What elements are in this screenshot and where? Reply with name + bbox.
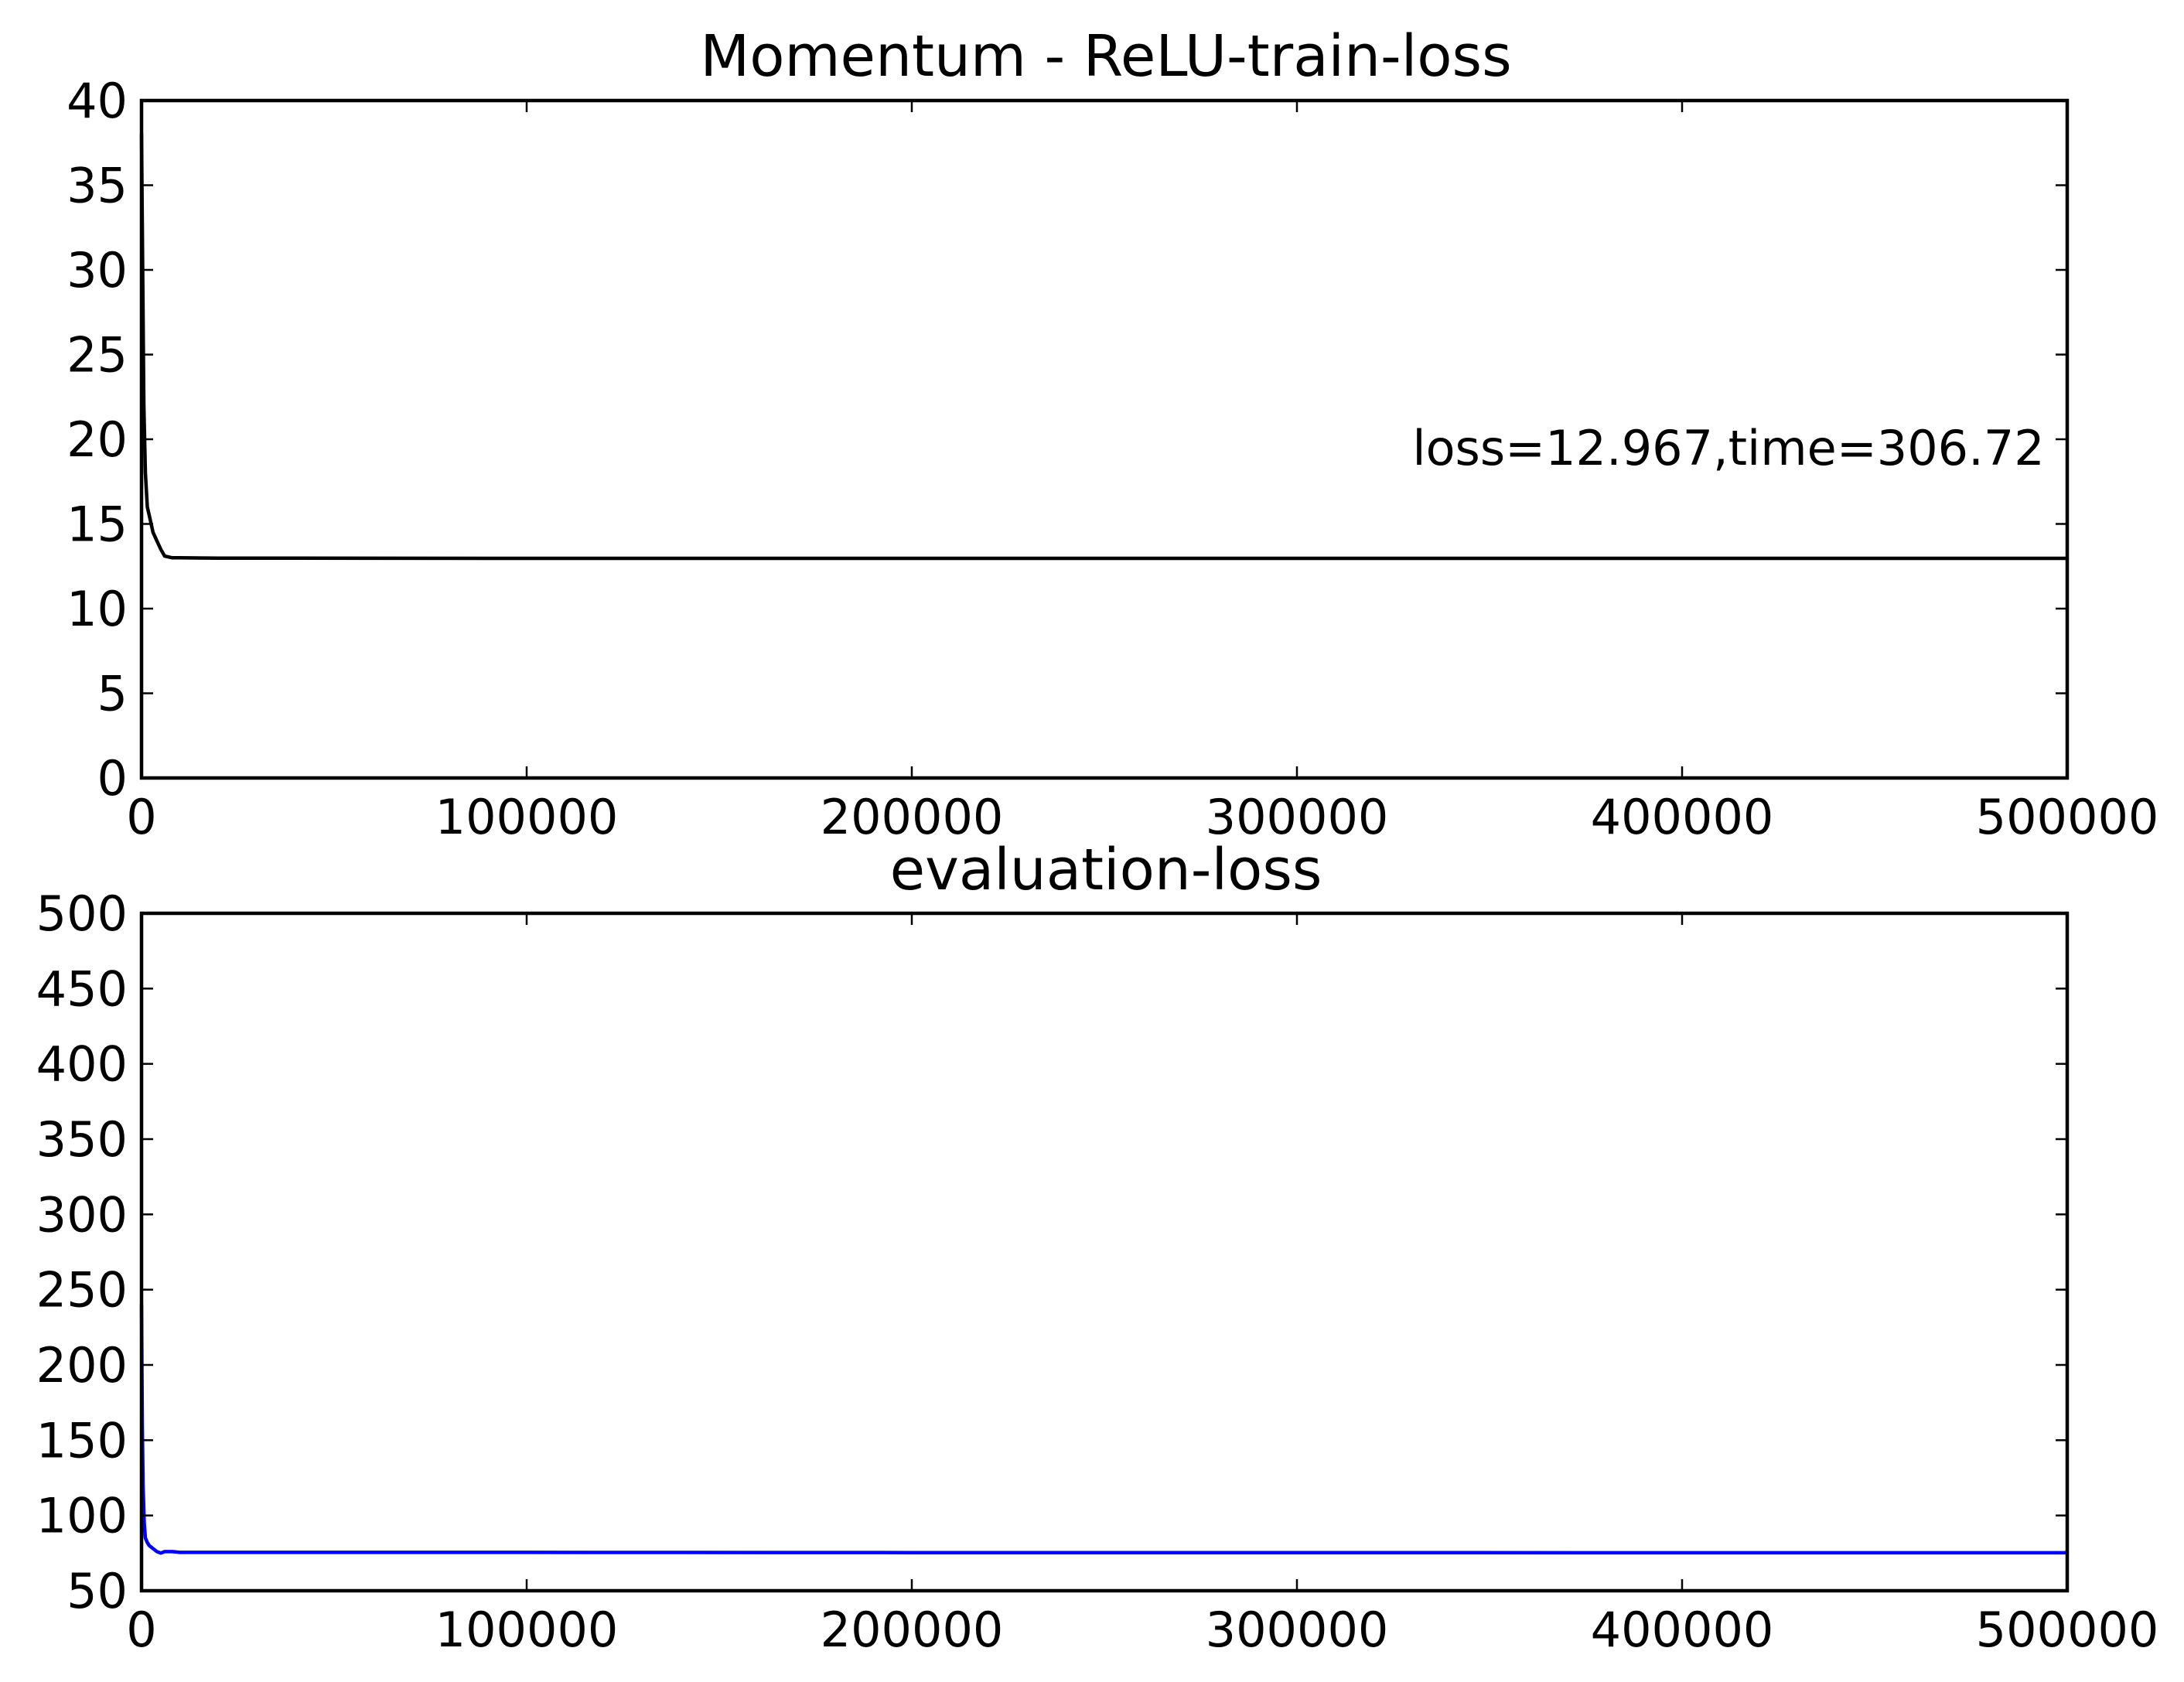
train-loss-annotation: loss=12.967,time=306.72: [1412, 420, 2044, 476]
evaluation-loss-x-tick-label: 100000: [435, 1602, 619, 1658]
evaluation-loss-y-tick-label: 150: [36, 1412, 128, 1469]
evaluation-loss-series-layer: [139, 1302, 2070, 1555]
evaluation-loss-y-tick-label: 400: [36, 1036, 128, 1093]
evaluation-loss-y-tick-label: 350: [36, 1111, 128, 1168]
train-loss-y-tick-label: 35: [67, 158, 128, 214]
train-loss-y-tick-label: 25: [67, 327, 128, 384]
evaluation-loss-x-tick-label: 500000: [1976, 1602, 2159, 1658]
evaluation-loss-y-tick-label: 250: [36, 1262, 128, 1319]
evaluation-loss-x-tick-label: 300000: [1206, 1602, 1389, 1658]
train-loss-ticks-layer: 0 100000 200000 300000 400000 500000 0 5 10 15 20 2…: [67, 73, 2158, 845]
evaluation-loss-y-tick-label: 500: [36, 885, 128, 942]
evaluation-loss-ticks-layer: 0 100000 200000 300000 400000 500000 50 100 150 2…: [36, 885, 2159, 1658]
train-loss-y-tick-label: 30: [67, 242, 128, 299]
train-loss-y-tick-label: 5: [97, 666, 128, 722]
train-loss-x-tick-label: 0: [126, 789, 156, 845]
train-loss-x-tick-label: 200000: [821, 789, 1004, 845]
train-loss-y-tick-label: 20: [67, 411, 128, 468]
train-loss-x-tick-label: 100000: [435, 789, 619, 845]
train-loss-x-tick-label: 500000: [1976, 789, 2159, 845]
evaluation-loss-x-tick-label: 200000: [821, 1602, 1004, 1658]
evaluation-loss-panel: evaluation-loss 0 100000 200000 300000 40000…: [36, 837, 2159, 1658]
train-loss-title: Momentum - ReLU-train-loss: [700, 23, 1511, 90]
train-loss-line: [139, 132, 2070, 561]
evaluation-loss-axes-frame: [139, 911, 2070, 1593]
train-loss-x-tick-label: 400000: [1591, 789, 1774, 845]
evaluation-loss-y-tick-label: 200: [36, 1337, 128, 1394]
train-loss-y-tick-label: 10: [67, 581, 128, 637]
evaluation-loss-line: [139, 1302, 2070, 1555]
evaluation-loss-y-tick-label: 100: [36, 1488, 128, 1544]
evaluation-loss-y-tick-label: 450: [36, 960, 128, 1017]
evaluation-loss-x-tick-label: 0: [126, 1602, 156, 1658]
train-loss-panel: Momentum - ReLU-train-loss 0 100000 200000…: [67, 23, 2158, 845]
train-loss-y-tick-label: 40: [67, 73, 128, 129]
train-loss-y-tick-label: 15: [67, 496, 128, 553]
evaluation-loss-y-tick-label: 50: [67, 1563, 128, 1619]
train-loss-y-tick-label: 0: [97, 750, 128, 807]
train-loss-x-tick-label: 300000: [1206, 789, 1389, 845]
evaluation-loss-title: evaluation-loss: [890, 837, 1322, 903]
evaluation-loss-x-tick-label: 400000: [1591, 1602, 1774, 1658]
evaluation-loss-y-tick-label: 300: [36, 1186, 128, 1243]
train-loss-series-layer: [139, 132, 2070, 561]
